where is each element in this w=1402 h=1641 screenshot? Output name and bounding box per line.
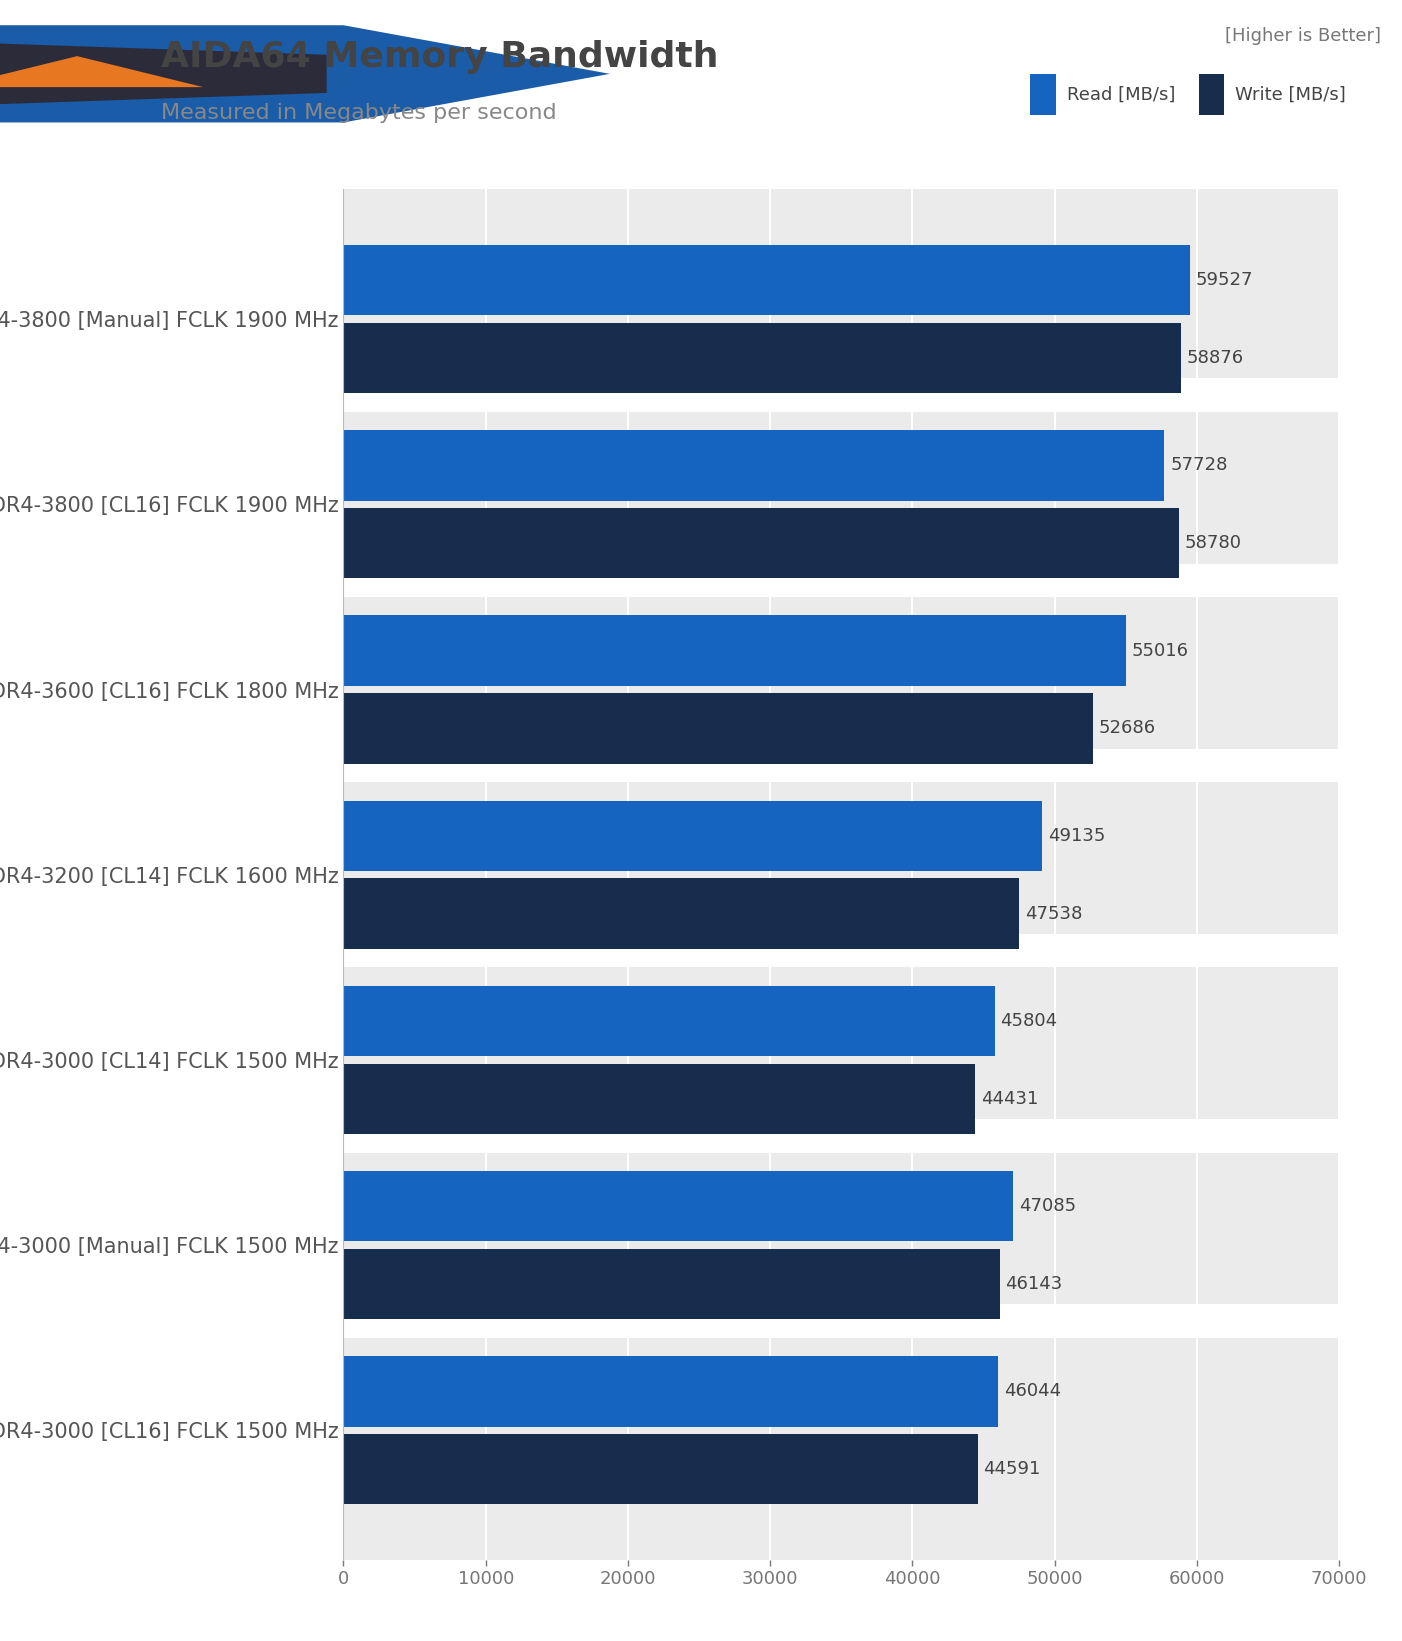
FancyBboxPatch shape [1199, 74, 1224, 115]
Bar [343, 379, 1339, 412]
Polygon shape [0, 56, 203, 87]
Bar [343, 1063, 976, 1134]
Text: 46044: 46044 [1004, 1382, 1061, 1400]
Text: 44431: 44431 [981, 1090, 1039, 1108]
Bar [343, 1249, 1000, 1319]
Bar [343, 1355, 998, 1426]
Text: 47538: 47538 [1025, 904, 1082, 922]
Text: Measured in Megabytes per second: Measured in Megabytes per second [161, 103, 557, 123]
Bar [343, 934, 1339, 967]
Bar [343, 323, 1180, 394]
Bar [343, 801, 1042, 871]
Bar [343, 509, 1179, 578]
Bar [343, 563, 1339, 597]
Text: 57728: 57728 [1171, 456, 1228, 474]
Text: 46143: 46143 [1005, 1275, 1063, 1293]
Bar [343, 245, 1190, 315]
FancyBboxPatch shape [1030, 74, 1056, 115]
Text: Read [MB/s]: Read [MB/s] [1067, 85, 1175, 103]
Bar [343, 693, 1092, 763]
Text: 55016: 55016 [1131, 642, 1189, 660]
Bar [343, 615, 1126, 686]
Bar [343, 748, 1339, 783]
Bar [343, 878, 1019, 948]
Text: 58780: 58780 [1185, 535, 1242, 553]
Text: 52686: 52686 [1098, 719, 1155, 737]
Bar [343, 1172, 1014, 1241]
Bar [343, 986, 995, 1057]
Text: 59527: 59527 [1196, 271, 1253, 289]
Text: 44591: 44591 [983, 1460, 1040, 1479]
Text: 45804: 45804 [1001, 1012, 1057, 1031]
Text: AIDA64 Memory Bandwidth: AIDA64 Memory Bandwidth [161, 39, 719, 74]
Text: 49135: 49135 [1047, 827, 1105, 845]
Bar [343, 430, 1165, 501]
Bar [343, 1119, 1339, 1152]
Text: 47085: 47085 [1019, 1198, 1075, 1216]
Bar [343, 1305, 1339, 1337]
Text: 58876: 58876 [1186, 350, 1244, 368]
Bar [343, 1434, 977, 1505]
Text: [Higher is Better]: [Higher is Better] [1225, 26, 1381, 44]
Text: Write [MB/s]: Write [MB/s] [1235, 85, 1346, 103]
